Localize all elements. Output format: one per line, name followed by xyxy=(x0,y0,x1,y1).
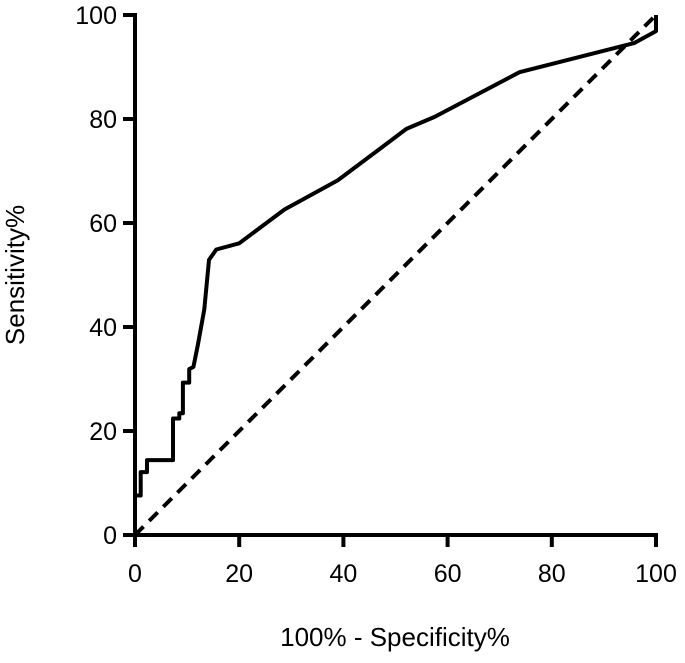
y-tick-label: 40 xyxy=(89,314,117,342)
x-tick-label: 40 xyxy=(329,560,357,588)
x-tick-label: 80 xyxy=(538,560,566,588)
y-tick-label: 60 xyxy=(89,210,117,238)
y-tick-label: 0 xyxy=(103,522,117,550)
y-tick-label: 100 xyxy=(75,2,117,30)
x-tick-label: 0 xyxy=(128,560,142,588)
x-axis-title: 100% - Specificity% xyxy=(280,622,510,652)
x-tick-label: 100 xyxy=(635,560,677,588)
plot-area xyxy=(133,13,658,537)
reference-line xyxy=(133,13,658,537)
x-tick-label: 60 xyxy=(434,560,462,588)
axes: 0 20 40 60 80 100 0 20 40 60 80 100 xyxy=(75,2,677,588)
y-axis-title: Sensitivity% xyxy=(0,205,30,345)
y-tick-label: 80 xyxy=(89,106,117,134)
y-tick-label: 20 xyxy=(89,418,117,446)
x-tick-label: 20 xyxy=(225,560,253,588)
roc-curve xyxy=(133,15,658,535)
